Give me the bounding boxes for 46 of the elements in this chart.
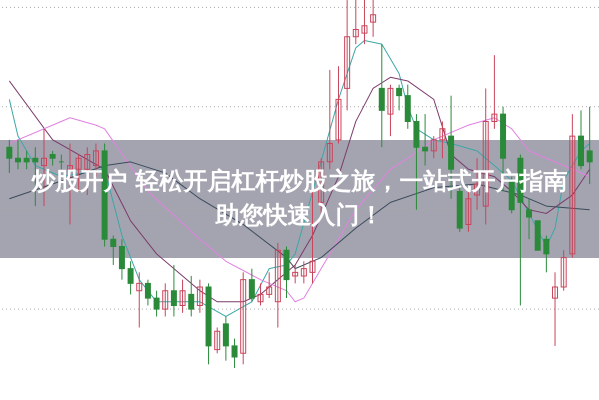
candlestick xyxy=(352,0,359,45)
candlestick xyxy=(465,190,472,232)
candlestick xyxy=(396,84,402,111)
candlestick xyxy=(552,272,558,346)
candlestick xyxy=(378,44,385,148)
candlestick xyxy=(274,242,281,328)
candlestick xyxy=(110,235,116,266)
candlestick xyxy=(50,150,56,166)
candlestick xyxy=(439,120,446,159)
candlestick xyxy=(300,260,307,284)
candlestick xyxy=(214,327,220,354)
candlestick xyxy=(24,150,30,170)
candlestick xyxy=(422,114,428,166)
candlestick xyxy=(543,235,550,273)
candlestick xyxy=(344,0,350,111)
candlestick xyxy=(248,268,255,302)
candlestick xyxy=(188,276,194,317)
candlestick xyxy=(569,114,576,258)
candlestick xyxy=(586,106,593,184)
candlestick xyxy=(180,279,186,314)
candlestick xyxy=(58,154,64,170)
candlestick xyxy=(292,264,298,284)
candlestick xyxy=(144,279,151,306)
candlestick xyxy=(335,66,342,144)
candlestick xyxy=(430,136,437,159)
candlestick xyxy=(370,0,376,38)
candlestick xyxy=(240,272,246,365)
candlestick xyxy=(222,316,229,362)
candlestick xyxy=(361,0,368,45)
candlestick xyxy=(14,139,21,170)
candlestick xyxy=(258,282,264,306)
candlestick xyxy=(560,250,567,292)
candlestick xyxy=(170,264,177,317)
candlestick xyxy=(491,54,498,130)
candlestick xyxy=(154,290,160,317)
candlestick xyxy=(6,139,12,174)
candlestick xyxy=(387,84,394,137)
candlestick xyxy=(128,260,134,295)
candlestick xyxy=(196,279,203,314)
candlestick xyxy=(118,238,125,280)
candlestick xyxy=(326,69,333,170)
candlestick xyxy=(136,272,142,328)
candlestick xyxy=(232,338,238,368)
candlestick xyxy=(266,272,272,299)
candlestick xyxy=(526,198,532,240)
candlestick xyxy=(162,282,168,317)
